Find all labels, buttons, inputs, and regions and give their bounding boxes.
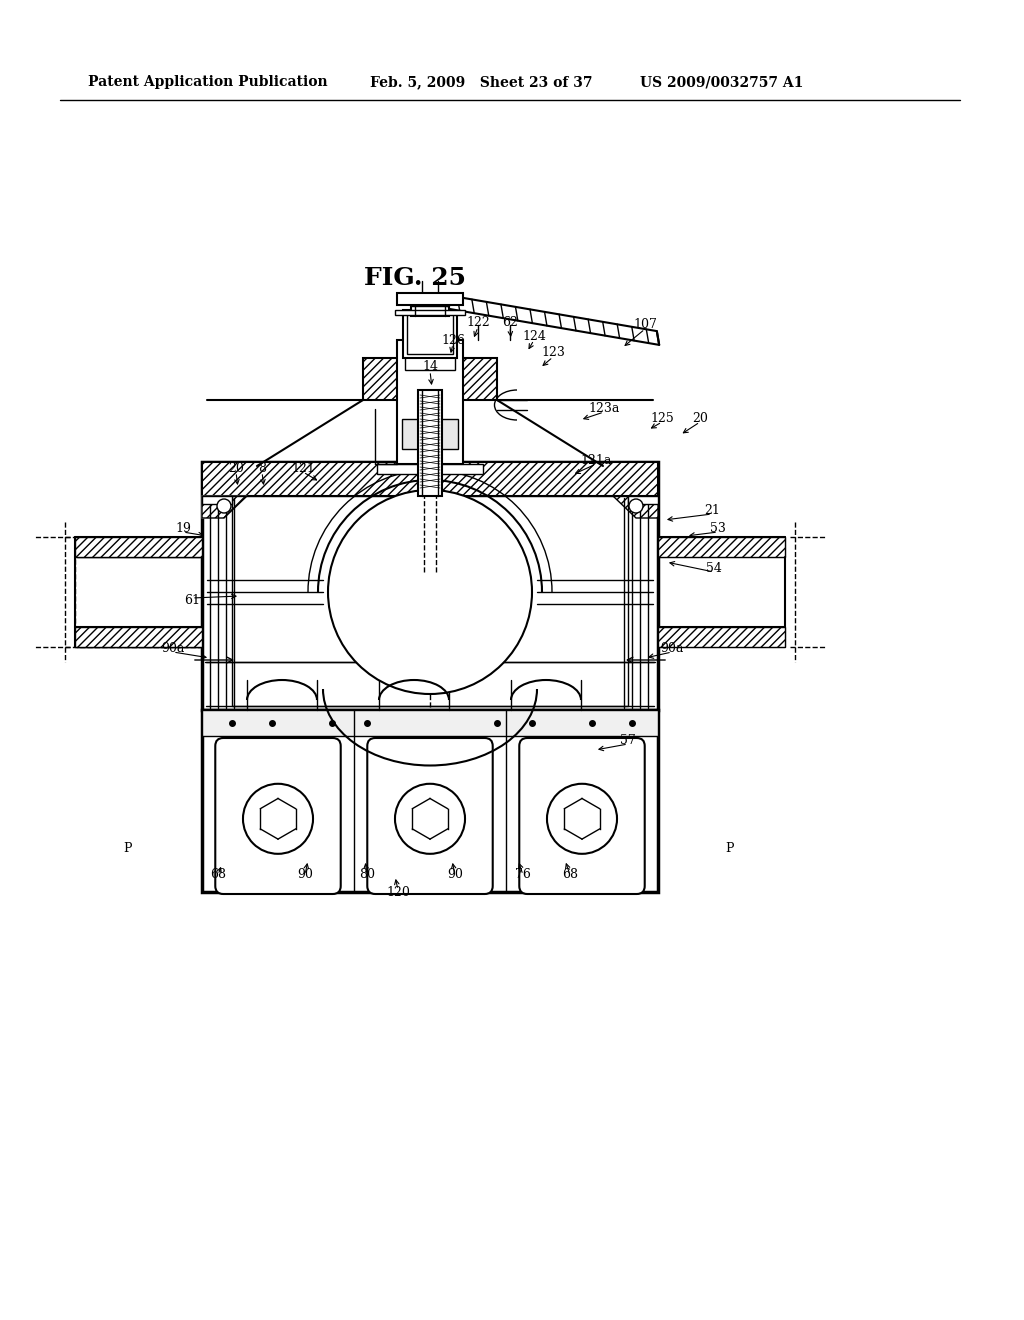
Bar (403, 310, 457, 358)
Text: 8: 8 (258, 462, 266, 474)
Bar (395, 310, 465, 315)
Text: 124: 124 (522, 330, 546, 342)
Bar (377, 465, 483, 474)
Bar (77, 537, 200, 557)
Bar (397, 341, 463, 465)
Bar (362, 358, 497, 400)
Text: FIG. 25: FIG. 25 (364, 267, 466, 290)
Text: 20: 20 (692, 412, 708, 425)
Text: 54: 54 (707, 561, 722, 574)
Polygon shape (202, 496, 247, 517)
Bar (232, 496, 628, 706)
Text: 53: 53 (710, 521, 726, 535)
Text: 62: 62 (502, 317, 518, 330)
Text: US 2009/0032757 A1: US 2009/0032757 A1 (640, 75, 804, 88)
Text: 68: 68 (562, 869, 578, 882)
Bar (202, 462, 658, 710)
Text: P: P (726, 842, 734, 854)
Text: Feb. 5, 2009   Sheet 23 of 37: Feb. 5, 2009 Sheet 23 of 37 (370, 75, 593, 88)
Text: 126: 126 (441, 334, 465, 346)
Text: 90: 90 (447, 869, 463, 882)
Text: 90a: 90a (660, 642, 684, 655)
Text: 107: 107 (633, 318, 657, 331)
Bar (75, 537, 202, 557)
FancyBboxPatch shape (215, 738, 341, 894)
Bar (418, 389, 442, 496)
Text: 76: 76 (515, 869, 530, 882)
Bar (658, 537, 785, 557)
Circle shape (217, 499, 231, 513)
Bar (402, 418, 458, 449)
Bar (202, 462, 658, 496)
Text: 123: 123 (541, 346, 565, 359)
Bar (658, 627, 785, 647)
Text: P: P (124, 842, 132, 854)
FancyBboxPatch shape (519, 738, 645, 894)
Bar (77, 627, 200, 647)
FancyBboxPatch shape (368, 738, 493, 894)
Text: 21: 21 (705, 503, 720, 516)
Text: 123a: 123a (589, 401, 620, 414)
Bar (202, 496, 232, 504)
Circle shape (629, 499, 643, 513)
Polygon shape (613, 496, 658, 517)
Polygon shape (446, 296, 659, 345)
Text: 68: 68 (210, 869, 226, 882)
Bar (75, 627, 202, 647)
Text: 121a: 121a (581, 454, 611, 466)
Text: 57: 57 (621, 734, 636, 747)
Text: 20: 20 (228, 462, 244, 474)
Circle shape (328, 490, 532, 694)
Text: 14: 14 (422, 360, 438, 374)
Text: 90: 90 (297, 869, 313, 882)
Text: 120: 120 (386, 886, 410, 899)
Text: 80: 80 (359, 869, 375, 882)
Text: 90a: 90a (162, 642, 184, 655)
Bar (202, 710, 658, 892)
Polygon shape (202, 496, 247, 517)
Text: 61: 61 (184, 594, 200, 606)
Bar (202, 710, 658, 737)
Text: 19: 19 (175, 521, 190, 535)
Bar (406, 341, 455, 370)
Circle shape (547, 784, 617, 854)
Circle shape (243, 784, 313, 854)
Text: Patent Application Publication: Patent Application Publication (88, 75, 328, 88)
Circle shape (395, 784, 465, 854)
Bar (397, 293, 463, 305)
Bar (411, 296, 449, 315)
Text: 125: 125 (650, 412, 674, 425)
Text: 121: 121 (291, 462, 315, 474)
Bar (628, 496, 658, 504)
Text: 122: 122 (466, 317, 489, 330)
Bar (407, 314, 453, 354)
